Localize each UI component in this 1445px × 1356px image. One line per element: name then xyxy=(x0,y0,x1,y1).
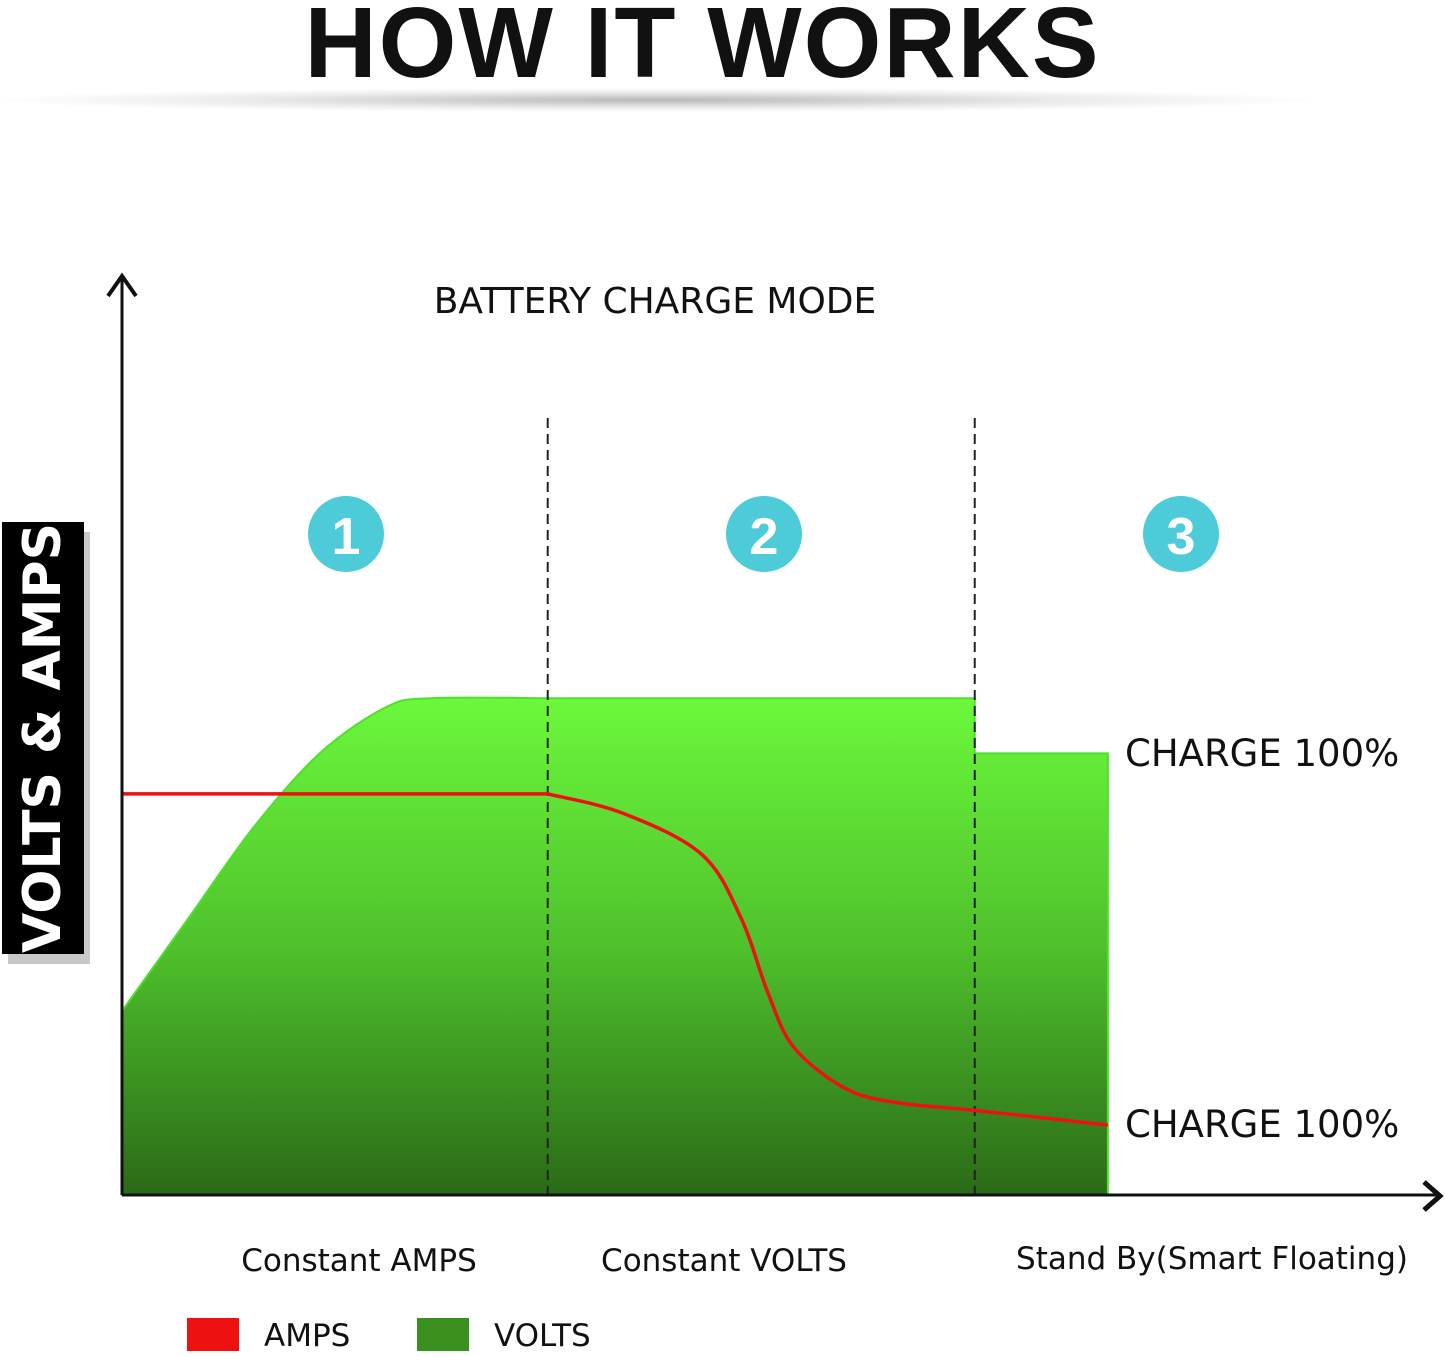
phase-label-3: Stand By(Smart Floating) xyxy=(1016,1241,1408,1277)
phase-number-1: 1 xyxy=(332,508,361,566)
phase-badge-3 xyxy=(1143,496,1219,572)
legend-label-volts: VOLTS xyxy=(494,1318,591,1354)
x-axis-arrow-icon xyxy=(1422,1180,1444,1212)
page-title: HOW IT WORKS xyxy=(304,0,1101,99)
y-axis-arrow-icon xyxy=(106,272,138,298)
y-axis-label-box xyxy=(2,522,84,954)
phase-label-2: Constant VOLTS xyxy=(601,1243,847,1279)
volts-end-annotation: CHARGE 100% xyxy=(1125,732,1399,775)
phase-label-1: Constant AMPS xyxy=(241,1243,477,1279)
amps-line xyxy=(122,792,1109,1127)
phase-badge-1 xyxy=(308,496,384,572)
phase-badge-2 xyxy=(726,496,802,572)
phase-number-3: 3 xyxy=(1167,508,1196,566)
amps-end-annotation: CHARGE 100% xyxy=(1125,1103,1399,1146)
title-underline-shadow xyxy=(0,88,1310,112)
legend-swatch-volts xyxy=(417,1318,469,1351)
legend-label-amps: AMPS xyxy=(264,1318,350,1354)
phase-number-2: 2 xyxy=(750,508,779,566)
volts-area xyxy=(121,696,1109,1196)
chart-title: BATTERY CHARGE MODE xyxy=(434,281,877,322)
legend-swatch-amps xyxy=(187,1318,239,1351)
